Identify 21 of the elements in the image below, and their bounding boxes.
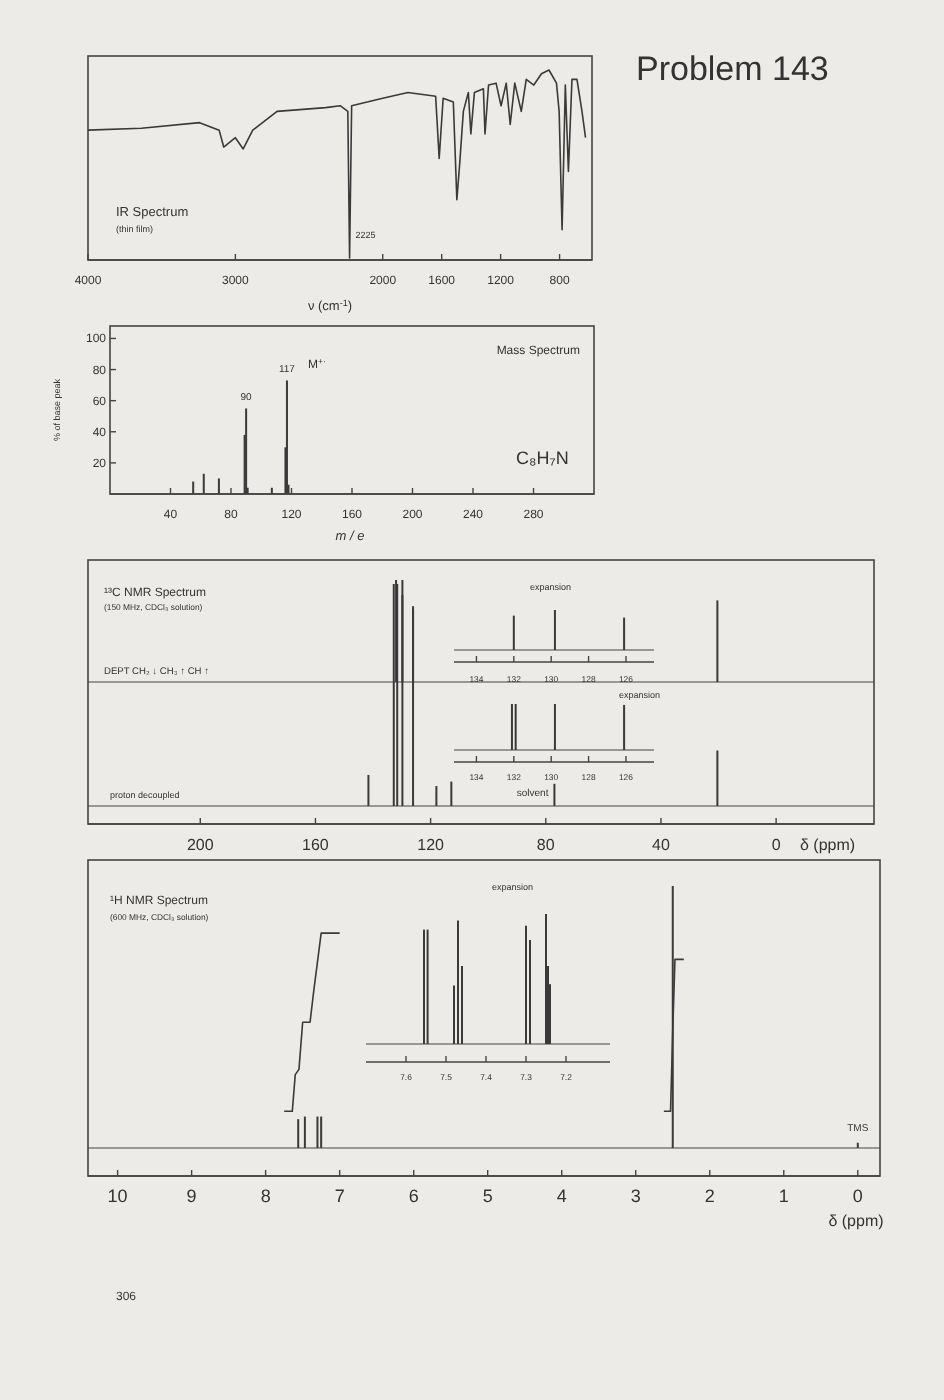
x-tick-label: 5 [482, 1186, 493, 1206]
x-tick-label: 9 [186, 1186, 197, 1206]
x-tick-label: 3 [630, 1186, 641, 1206]
x-tick-label: 40 [652, 836, 671, 854]
x-tick-label: 7 [334, 1186, 345, 1206]
x-tick-label: 1 [778, 1186, 789, 1206]
x-tick-label: 10 [107, 1186, 128, 1206]
x-tick-label: 8 [260, 1186, 271, 1206]
annotation: C₈H₇N [516, 448, 569, 468]
x-tick-label: 4 [556, 1186, 567, 1206]
x-tick-label: 0 [852, 1186, 863, 1206]
x-tick-label: 0 [771, 836, 782, 854]
x-axis-title: δ (ppm) [828, 1212, 885, 1230]
x-axis-title: δ (ppm) [800, 836, 856, 854]
x-tick-label: 2 [704, 1186, 715, 1206]
x-tick-label: 160 [302, 836, 330, 854]
x-tick-label: 6 [408, 1186, 419, 1206]
x-tick-label: 80 [536, 836, 556, 854]
x-tick-label: 120 [417, 836, 446, 854]
x-tick-label: 200 [186, 836, 215, 854]
text: Problem 143 [636, 50, 829, 88]
